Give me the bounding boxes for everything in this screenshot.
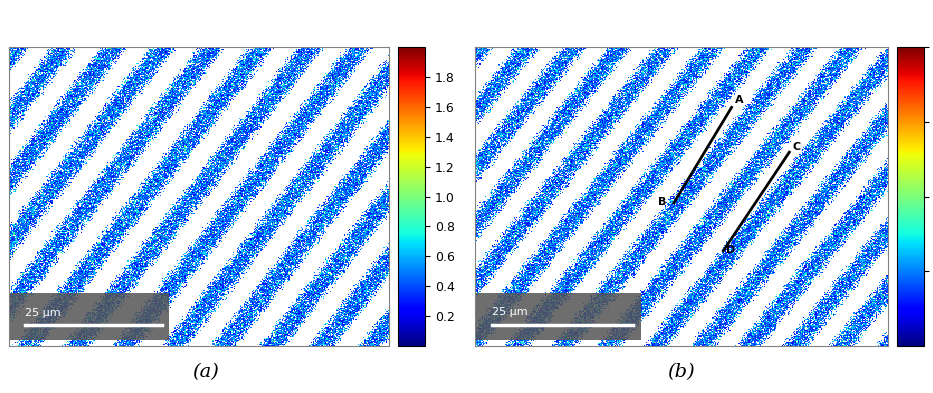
Text: 25 μm: 25 μm [493,307,528,318]
Text: B: B [658,197,666,207]
Text: A: A [735,95,744,105]
FancyBboxPatch shape [476,292,641,340]
Text: (a): (a) [192,363,218,381]
Text: 25 μm: 25 μm [25,307,61,318]
Text: C: C [793,142,801,152]
FancyBboxPatch shape [10,292,170,340]
Text: (b): (b) [667,363,695,381]
Text: D: D [726,245,735,255]
